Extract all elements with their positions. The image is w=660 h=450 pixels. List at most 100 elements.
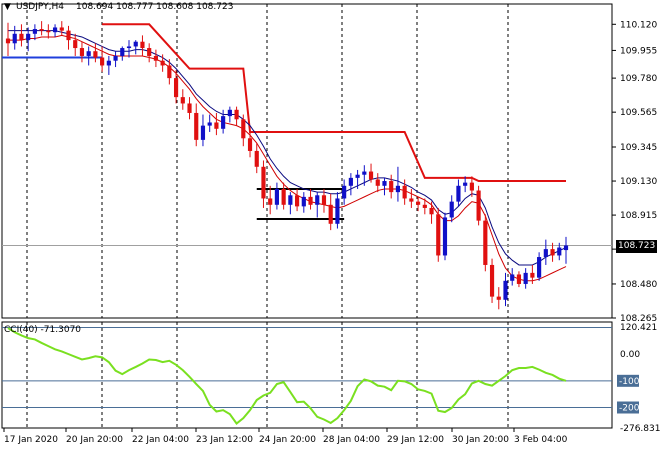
candle-body (281, 188, 286, 205)
symbol-label: USDJPY,H4 (16, 2, 64, 12)
candle-body (147, 48, 152, 56)
candle-body (52, 27, 58, 33)
candle-body (200, 125, 206, 140)
candle-body (247, 138, 253, 151)
candle-body (93, 51, 98, 58)
dropdown-icon[interactable]: ▼ (4, 2, 11, 12)
candle-body (489, 264, 495, 297)
candle-body (308, 196, 313, 205)
candle-body (442, 217, 448, 256)
candle-body (73, 40, 78, 49)
time-tick-label: 24 Jan 20:00 (259, 435, 316, 445)
cci-panel-frame (1, 321, 613, 429)
candle-body (221, 116, 226, 129)
candle-body (46, 30, 51, 33)
price-tick-label: 109.780 (620, 74, 657, 84)
ohlc-readout: 108.694 108.777 108.608 108.723 (76, 2, 234, 12)
time-tick-label: 29 Jan 12:00 (387, 435, 444, 445)
candle-body (160, 60, 165, 66)
candle-body (106, 60, 111, 66)
candle-body (335, 198, 340, 224)
candle-body (66, 30, 71, 41)
candle-body (469, 182, 474, 191)
candle-body (463, 182, 468, 186)
candle-body (79, 48, 85, 56)
candle-body (207, 122, 212, 126)
cci-label: CCI(40) -71.3070 (4, 325, 82, 335)
candle-body (234, 109, 239, 120)
time-tick-label: 28 Jan 04:00 (323, 435, 380, 445)
cci-level-tag (617, 374, 639, 387)
candle-body (429, 207, 434, 215)
candle-body (382, 181, 387, 186)
candle-body (214, 122, 219, 129)
candle-body (395, 185, 401, 193)
candle-body (348, 177, 353, 186)
candle-body (342, 185, 347, 199)
cci-level-label: -100 (619, 377, 640, 387)
candle-body (328, 204, 333, 224)
price-tick-label: 109.955 (620, 46, 657, 56)
candle-body (288, 195, 293, 205)
time-tick-label: 23 Jan 12:00 (196, 435, 253, 445)
candle-body (368, 171, 374, 180)
candle-body (113, 55, 118, 61)
cci-level-label: -200 (619, 403, 640, 413)
candle-body (416, 201, 421, 205)
candle-body (301, 196, 306, 207)
candle-body (402, 185, 407, 199)
candle-body (12, 33, 17, 44)
candle-body (126, 46, 132, 49)
candle-body (59, 27, 64, 31)
candle-body (409, 198, 414, 202)
candle-body (516, 274, 522, 284)
main-panel-frame (1, 3, 613, 319)
candle-body (167, 65, 172, 79)
cci-line (7, 327, 567, 425)
price-tick-label: 109.345 (620, 143, 657, 153)
candle-body (315, 195, 320, 205)
candle-body (510, 274, 515, 281)
candle-body (274, 188, 279, 205)
candle-body (362, 171, 367, 175)
candle-body (389, 181, 394, 193)
candle-body (32, 29, 37, 34)
time-tick-label: 3 Feb 04:00 (514, 435, 568, 445)
candle-body (537, 257, 542, 278)
candle-body (194, 112, 199, 140)
candle-body (449, 201, 454, 218)
candle-body (436, 214, 441, 256)
candle-body (503, 280, 508, 300)
candle-body (543, 249, 548, 258)
candle-body (5, 38, 11, 44)
time-tick-label: 30 Jan 20:00 (452, 435, 509, 445)
candle-body (39, 29, 44, 31)
time-tick-label: 22 Jan 04:00 (132, 435, 189, 445)
candle-body (100, 57, 105, 66)
candle-body (173, 78, 179, 98)
price-tick-label: 109.565 (620, 108, 657, 118)
candle-body (355, 174, 360, 178)
candle-body (140, 41, 145, 49)
price-tick-label: 108.480 (620, 280, 657, 290)
candle-body (26, 33, 31, 41)
candle-body (254, 150, 259, 167)
candle-body (86, 51, 91, 56)
candle-body (321, 195, 327, 205)
candle-body (153, 55, 158, 61)
cci-tick-label: 120.421 (620, 323, 657, 333)
candle-body (563, 245, 569, 251)
candle-body (422, 204, 427, 208)
candle-body (496, 296, 501, 300)
price-tick-label: 108.265 (620, 314, 657, 324)
candle-body (133, 41, 138, 47)
candle-body (241, 119, 246, 139)
candle-body (180, 97, 185, 104)
candle-body (187, 103, 192, 113)
current-price-tag: 108.723 (616, 240, 658, 253)
candle-body (530, 272, 535, 278)
cci-tick-label: -276.8319 (620, 424, 660, 434)
cci-level-tag (617, 401, 639, 414)
